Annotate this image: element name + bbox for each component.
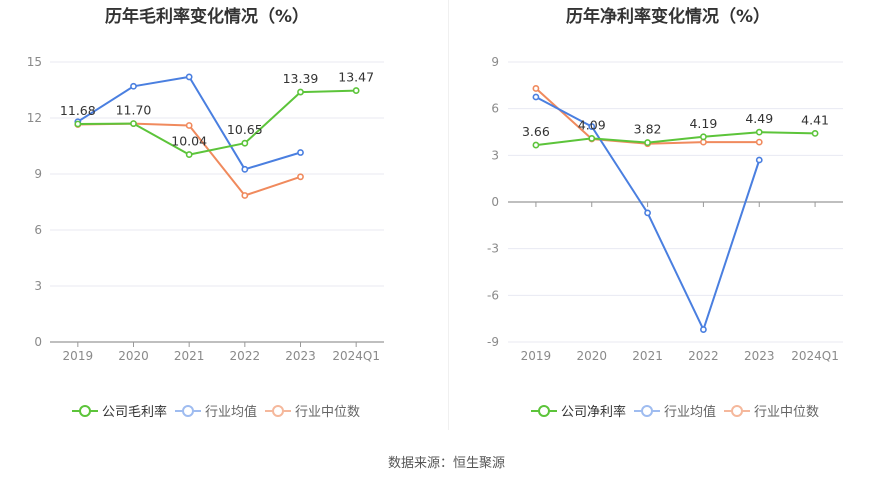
y-tick-label: 3 xyxy=(491,148,499,162)
legend-marker-industry-avg xyxy=(175,404,202,418)
legend-label: 行业中位数 xyxy=(295,405,361,420)
data-point-company xyxy=(241,139,249,147)
data-point-industry-median xyxy=(241,192,249,199)
y-tick-label: -6 xyxy=(487,288,499,302)
data-label: 10.04 xyxy=(171,134,207,149)
data-point-company xyxy=(644,139,651,146)
x-tick-label: 2024Q1 xyxy=(332,349,380,363)
y-tick-label: 15 xyxy=(27,55,42,69)
legend-gross-margin[interactable]: 公司毛利率 行业均值 行业中位数 xyxy=(72,401,368,420)
y-tick-label: 6 xyxy=(491,102,499,116)
data-point-industry-median xyxy=(185,122,193,129)
data-point-company xyxy=(755,128,763,136)
data-point-industry-median xyxy=(532,85,540,92)
data-point-industry-avg xyxy=(532,93,540,101)
y-tick-label: 9 xyxy=(34,167,42,181)
x-tick-label: 2024Q1 xyxy=(791,349,839,363)
legend-label: 行业中位数 xyxy=(754,405,820,420)
data-label: 3.82 xyxy=(634,122,662,137)
x-tick-label: 2019 xyxy=(63,349,94,363)
y-tick-label: -3 xyxy=(487,242,499,256)
data-label: 4.19 xyxy=(689,116,717,131)
x-tick-label: 2019 xyxy=(521,349,552,363)
legend-net-margin[interactable]: 公司净利率 行业均值 行业中位数 xyxy=(531,401,827,420)
data-point-company xyxy=(130,120,137,127)
legend-marker-industry-avg xyxy=(634,404,661,418)
legend-item-company-gross-margin[interactable]: 公司毛利率 xyxy=(72,401,167,420)
data-label: 10.65 xyxy=(227,122,263,137)
x-tick-label: 2022 xyxy=(230,349,261,363)
x-tick-label: 2023 xyxy=(744,349,775,363)
data-point-industry-avg xyxy=(588,123,596,130)
y-tick-label: 3 xyxy=(34,279,42,293)
charts-canvas: 0 3 6 9 12 15 2019 2020 2021 2022 2023 2024Q1 11.68 1… xyxy=(27,55,843,363)
data-point-company xyxy=(588,134,596,142)
data-point-company xyxy=(74,120,82,128)
data-label: 4.09 xyxy=(578,117,606,132)
y-tick-label: 9 xyxy=(491,55,499,69)
data-point-industry-median xyxy=(700,138,707,146)
legend-item-industry-median[interactable]: 行业中位数 xyxy=(724,401,819,420)
legend-item-industry-median[interactable]: 行业中位数 xyxy=(265,401,360,420)
legend-label: 行业均值 xyxy=(205,405,258,420)
data-point-company xyxy=(811,129,819,137)
legend-label: 公司净利率 xyxy=(561,405,627,420)
data-source-note: 数据来源：恒生聚源 xyxy=(387,456,505,471)
x-tick-label: 2022 xyxy=(688,349,719,363)
legend-item-company-net-margin[interactable]: 公司净利率 xyxy=(531,401,626,420)
data-point-industry-avg xyxy=(297,149,304,156)
data-point-company xyxy=(532,141,540,149)
series-line-company xyxy=(535,131,816,147)
y-tick-label: 0 xyxy=(491,195,499,209)
data-point-industry-avg xyxy=(644,209,651,217)
y-tick-label: -9 xyxy=(487,335,499,349)
data-label: 11.68 xyxy=(60,103,96,118)
data-label: 11.70 xyxy=(116,103,152,118)
data-point-company xyxy=(700,133,707,141)
data-label: 4.49 xyxy=(745,111,773,126)
x-tick-label: 2021 xyxy=(174,349,205,363)
data-point-industry-avg xyxy=(755,156,763,164)
y-tick-label: 6 xyxy=(34,223,42,237)
data-point-industry-median xyxy=(755,138,763,146)
data-label: 13.47 xyxy=(338,70,374,85)
data-point-industry-median xyxy=(297,173,304,181)
x-tick-label: 2023 xyxy=(285,349,316,363)
legend-marker-industry-median xyxy=(265,404,292,418)
legend-marker-industry-median xyxy=(724,404,751,418)
data-point-company xyxy=(297,88,304,96)
legend-item-industry-avg[interactable]: 行业均值 xyxy=(634,401,716,420)
data-label: 3.66 xyxy=(522,124,550,139)
x-tick-label: 2020 xyxy=(118,349,149,363)
series-line-company xyxy=(77,89,357,156)
x-tick-label: 2021 xyxy=(632,349,663,363)
data-label: 13.39 xyxy=(283,71,319,86)
chart-title-gross-margin: 历年毛利率变化情况（%） xyxy=(105,7,310,27)
data-point-company xyxy=(185,151,193,158)
legend-marker-company xyxy=(72,404,98,418)
y-tick-label: 0 xyxy=(34,335,42,349)
y-tick-label: 12 xyxy=(27,111,42,125)
legend-marker-company xyxy=(531,404,557,418)
data-label: 4.41 xyxy=(801,112,829,127)
legend-item-industry-avg[interactable]: 行业均值 xyxy=(175,401,257,420)
legend-label: 公司毛利率 xyxy=(102,405,168,420)
data-point-industry-avg xyxy=(130,82,137,90)
panel-divider xyxy=(448,0,449,430)
chart-title-net-margin: 历年净利率变化情况（%） xyxy=(566,7,771,27)
data-point-industry-avg xyxy=(700,326,707,333)
x-tick-label: 2020 xyxy=(576,349,607,363)
data-point-industry-avg xyxy=(241,165,249,173)
data-point-company xyxy=(352,87,360,94)
legend-label: 行业均值 xyxy=(664,405,717,420)
data-point-industry-avg xyxy=(185,73,193,81)
